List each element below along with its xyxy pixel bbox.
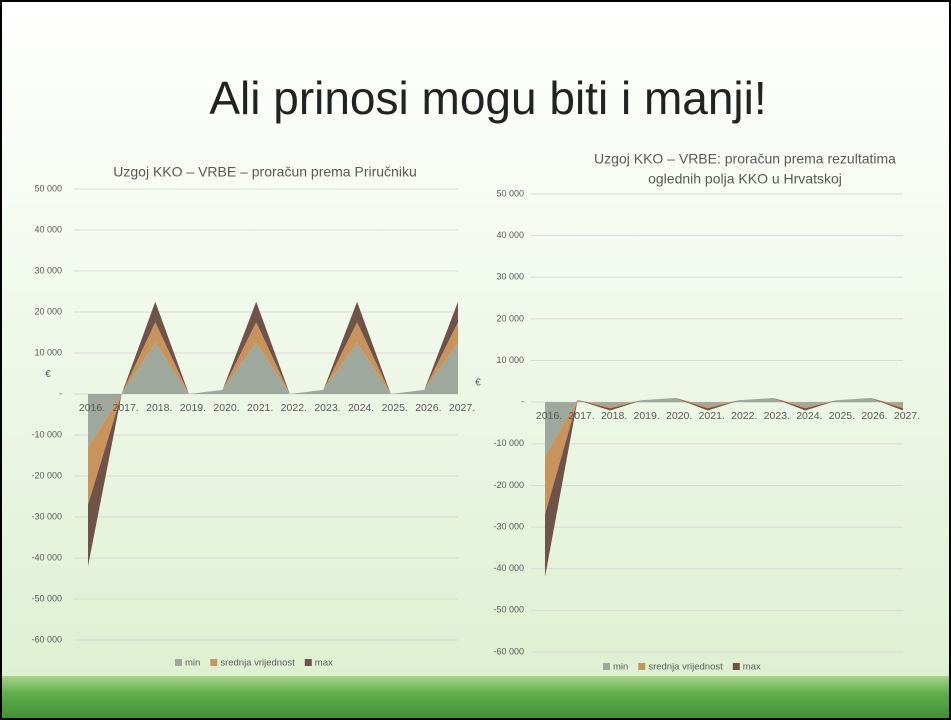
chart-title: Uzgoj KKO – VRBE – proračun prema Priruč…	[113, 164, 416, 180]
y-tick-label: 20 000	[34, 306, 62, 316]
x-tick-label: 2027.	[449, 402, 475, 414]
x-tick-label: 2026.	[415, 402, 441, 414]
y-tick-label: 10 000	[34, 347, 62, 357]
legend-swatch	[210, 659, 218, 666]
x-tick-label: 2017.	[112, 402, 138, 414]
legend-swatch	[638, 663, 646, 670]
y-tick-label: -	[59, 388, 62, 398]
y-tick-label: 50 000	[496, 188, 524, 198]
x-tick-label: 2018.	[146, 402, 172, 414]
x-tick-label: 2025.	[829, 410, 855, 422]
legend-label: min	[185, 658, 200, 669]
x-tick-label: 2020.	[666, 410, 692, 422]
slide-title: Ali prinosi mogu biti i manji!	[209, 72, 766, 124]
legend-swatch	[175, 659, 182, 666]
x-tick-label: 2025.	[382, 402, 408, 414]
y-tick-label: -60 000	[493, 646, 524, 656]
x-tick-label: 2019.	[180, 402, 206, 414]
x-tick-label: 2022.	[731, 410, 757, 422]
y-tick-label: 50 000	[34, 183, 62, 193]
y-tick-label: -50 000	[31, 593, 62, 603]
legend-label: srednja vrijednost	[648, 662, 723, 673]
x-tick-label: 2021.	[247, 402, 273, 414]
y-tick-label: -	[521, 397, 524, 407]
x-tick-label: 2016.	[79, 402, 105, 414]
y-tick-label: 40 000	[496, 230, 524, 240]
y-tick-label: 20 000	[496, 313, 524, 323]
x-tick-label: 2021.	[699, 410, 725, 422]
x-tick-label: 2020.	[213, 402, 239, 414]
y-tick-label: -60 000	[31, 634, 62, 644]
area	[88, 342, 458, 448]
y-tick-label: -40 000	[493, 563, 524, 573]
chart-title: oglednih polja KKO u Hrvatskoj	[648, 171, 842, 187]
legend-label: max	[315, 658, 333, 669]
x-tick-label: 2019.	[633, 410, 659, 422]
x-tick-label: 2022.	[281, 402, 307, 414]
y-tick-label: -10 000	[493, 438, 524, 448]
legend-swatch	[732, 663, 740, 670]
x-tick-label: 2026.	[861, 410, 887, 422]
y-tick-label: -30 000	[31, 511, 62, 521]
y-axis-label: €	[475, 378, 481, 389]
legend-swatch	[603, 663, 610, 670]
y-tick-label: 30 000	[34, 265, 62, 275]
x-tick-label: 2016.	[536, 410, 562, 422]
x-tick-label: 2017.	[568, 410, 594, 422]
area	[88, 322, 458, 505]
y-axis-label: €	[45, 369, 51, 380]
y-tick-label: 10 000	[496, 355, 524, 365]
x-tick-label: 2023.	[314, 402, 340, 414]
y-tick-label: 40 000	[34, 224, 62, 234]
footer-band	[0, 676, 951, 720]
x-tick-label: 2027.	[894, 410, 920, 422]
area	[88, 301, 458, 567]
x-tick-label: 2023.	[764, 410, 790, 422]
legend-label: min	[613, 662, 628, 673]
legend-label: srednja vrijednost	[220, 658, 295, 669]
legend-label: max	[743, 662, 761, 673]
y-tick-label: -30 000	[493, 521, 524, 531]
y-tick-label: 30 000	[496, 272, 524, 282]
y-tick-label: -20 000	[493, 480, 524, 490]
y-tick-label: -40 000	[31, 552, 62, 562]
x-tick-label: 2018.	[601, 410, 627, 422]
y-tick-label: -50 000	[493, 605, 524, 615]
y-tick-label: -20 000	[31, 470, 62, 480]
y-tick-label: -10 000	[31, 429, 62, 439]
chart-title: Uzgoj KKO – VRBE: proračun prema rezulta…	[594, 151, 896, 167]
x-tick-label: 2024.	[348, 402, 374, 414]
legend-swatch	[304, 659, 312, 666]
x-tick-label: 2024.	[796, 410, 822, 422]
